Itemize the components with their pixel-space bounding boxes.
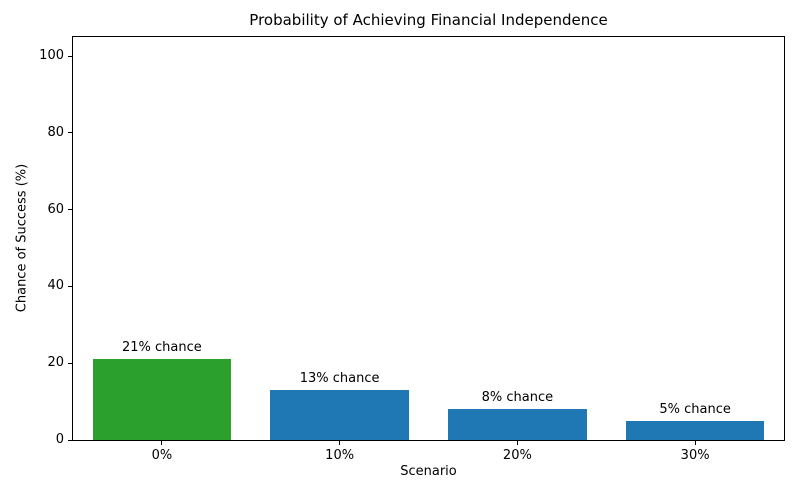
x-tick-label: 30% [680, 448, 710, 463]
x-tick-label: 20% [502, 448, 532, 463]
bar [625, 420, 765, 440]
y-axis-label: Chance of Success (%) [14, 163, 30, 313]
bar-value-label: 13% chance [299, 371, 380, 387]
y-tick-label: 100 [39, 48, 64, 64]
x-tick-mark [339, 440, 341, 445]
bar [270, 390, 409, 440]
chart-title: Probability of Achieving Financial Indep… [249, 11, 608, 29]
y-tick-mark [68, 209, 73, 211]
bar-value-label: 5% chance [659, 401, 731, 417]
y-tick-mark [68, 439, 73, 441]
y-tick-label: 40 [47, 278, 64, 294]
y-tick-mark [68, 362, 73, 364]
x-tick-label: 0% [151, 448, 173, 463]
x-tick-mark [516, 440, 518, 445]
y-tick-mark [68, 132, 73, 134]
bar [92, 359, 232, 440]
x-axis-label: Scenario [400, 464, 457, 479]
x-tick-mark [694, 440, 696, 445]
y-tick-mark [68, 285, 73, 287]
y-tick-label: 0 [55, 432, 64, 447]
bar-value-label: 8% chance [481, 390, 554, 406]
bar [448, 409, 587, 440]
y-tick-label: 60 [47, 201, 64, 217]
x-tick-label: 10% [325, 448, 355, 463]
plot-area: 0 20 40 60 80 100 21% chance 0% 13% chance 10% 8% … [39, 36, 785, 463]
y-tick-label: 80 [47, 124, 64, 140]
x-tick-mark [161, 440, 163, 445]
bar-value-label: 21% chance [121, 340, 202, 356]
y-tick-mark [68, 55, 73, 57]
y-tick-label: 20 [47, 355, 64, 371]
